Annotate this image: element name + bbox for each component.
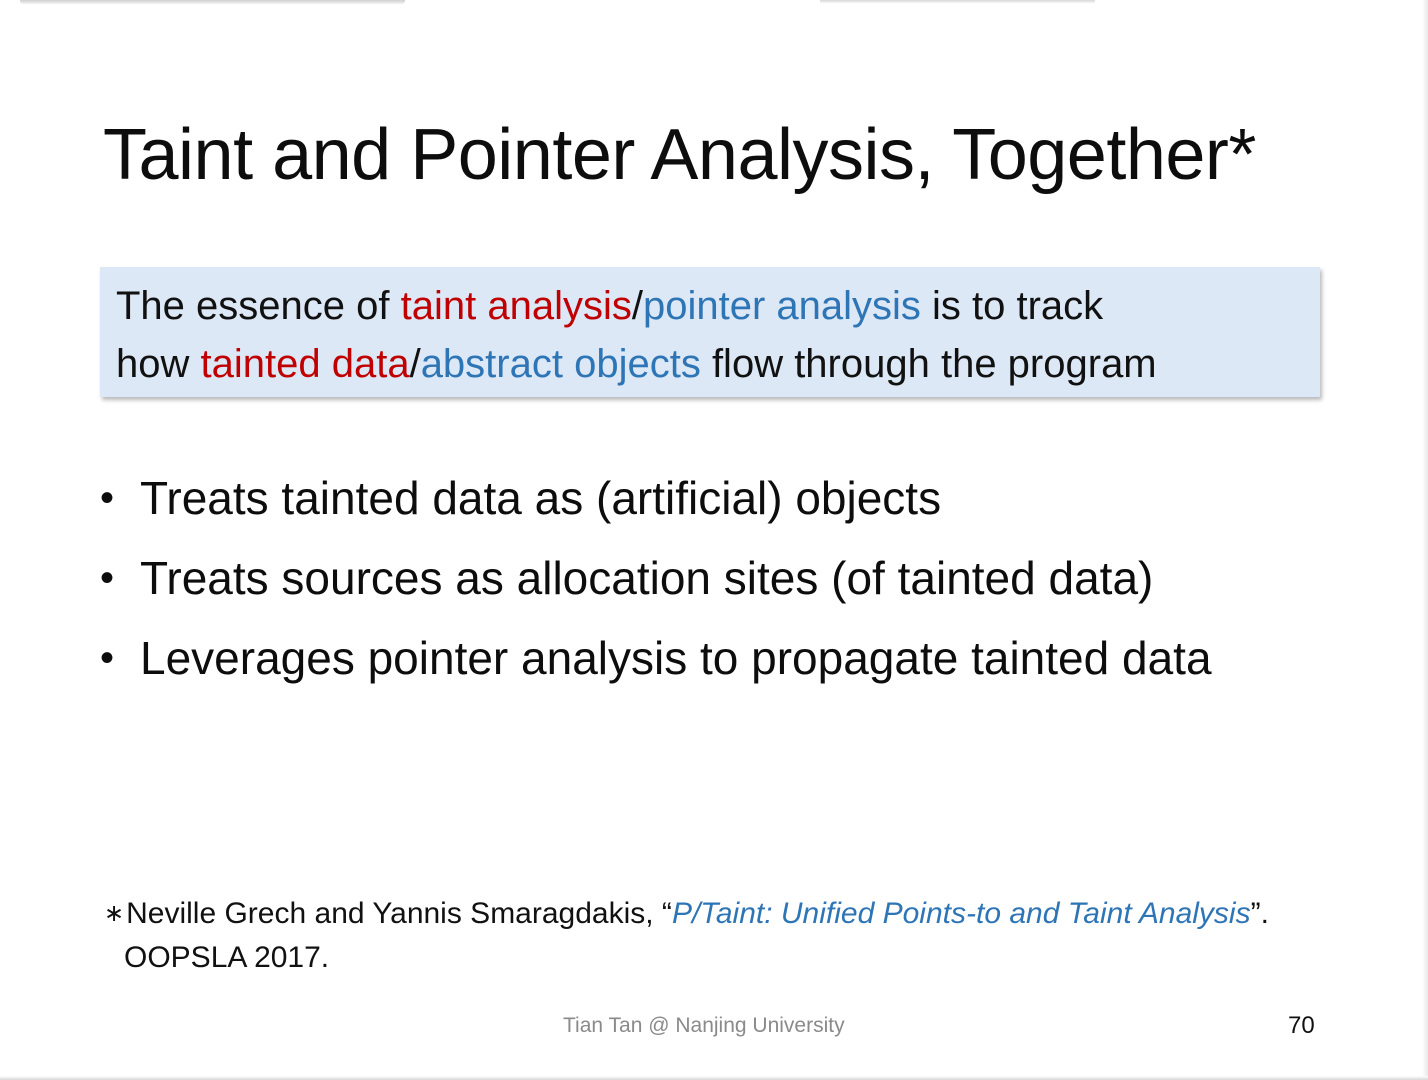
footnote-citation-line: ∗Neville Grech and Yannis Smaragdakis, “… (104, 892, 1269, 936)
highlight-abstract-objects: abstract objects (420, 342, 701, 386)
bullet-dot-icon: • (100, 636, 115, 680)
bullet-item: • Treats sources as allocation sites (of… (100, 538, 1212, 618)
bullet-dot-icon: • (100, 556, 115, 600)
bullet-text: Treats tainted data as (artificial) obje… (140, 472, 942, 524)
slide-page-number: 70 (1288, 1012, 1315, 1039)
bottom-edge-divider (0, 1076, 1428, 1080)
highlight-taint-analysis: taint analysis (400, 284, 632, 328)
footnote-paper-title: P/Taint: Unified Points-to and Taint Ana… (671, 897, 1251, 930)
callout-text: The essence of (116, 284, 401, 328)
bullet-text: Leverages pointer analysis to propagate … (140, 632, 1212, 684)
reference-footnote: ∗Neville Grech and Yannis Smaragdakis, “… (104, 892, 1269, 980)
bullet-item: • Leverages pointer analysis to propagat… (100, 618, 1212, 698)
bullet-item: • Treats tainted data as (artificial) ob… (100, 458, 1212, 538)
top-edge-left-divider (20, 0, 405, 4)
footnote-venue: OOPSLA 2017. (124, 941, 330, 974)
highlight-tainted-data: tainted data (200, 342, 410, 386)
right-edge-shadow (1422, 0, 1428, 1080)
callout-line-2: how tainted data/abstract objects flow t… (116, 335, 1304, 393)
slide-title: Taint and Pointer Analysis, Together* (103, 115, 1256, 195)
slash-separator: / (631, 284, 643, 328)
callout-text: is to track (920, 284, 1104, 328)
bullet-dot-icon: • (100, 476, 115, 520)
footnote-authors: Neville Grech and Yannis Smaragdakis, “ (126, 897, 672, 930)
slide-footer-author: Tian Tan @ Nanjing University (563, 1014, 845, 1037)
bullet-text: Treats sources as allocation sites (of t… (140, 552, 1154, 604)
slash-separator: / (409, 342, 421, 386)
highlight-pointer-analysis: pointer analysis (642, 284, 921, 328)
essence-callout-box: The essence of taint analysis/pointer an… (100, 267, 1320, 397)
footnote-star-icon: ∗ (104, 900, 125, 927)
callout-text: flow through the program (700, 342, 1157, 386)
callout-line-1: The essence of taint analysis/pointer an… (116, 277, 1304, 335)
top-edge-right-divider (820, 0, 1095, 3)
bullet-list: • Treats tainted data as (artificial) ob… (100, 458, 1212, 698)
callout-text: how (116, 342, 201, 386)
footnote-close-quote: ”. (1250, 897, 1269, 930)
